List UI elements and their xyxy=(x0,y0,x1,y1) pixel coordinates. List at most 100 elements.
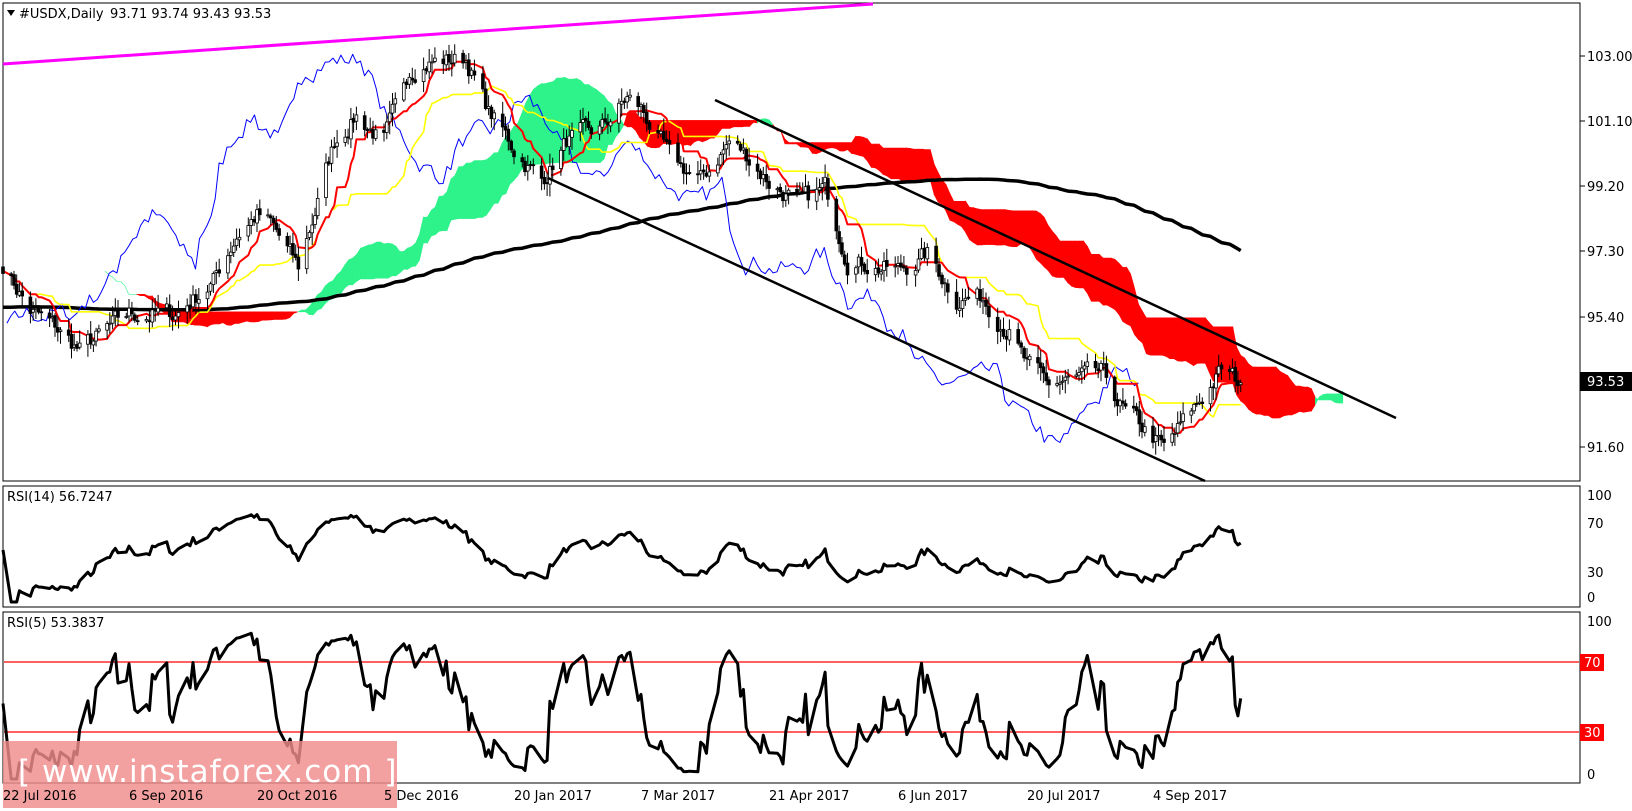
candle xyxy=(293,244,298,261)
candle xyxy=(735,135,740,146)
candle xyxy=(795,182,799,198)
cloud-segment xyxy=(749,120,754,128)
cloud-segment xyxy=(1040,212,1045,268)
candle xyxy=(492,109,496,131)
candle xyxy=(550,157,555,179)
cloud-segment xyxy=(686,120,691,146)
price-tick-label: 101.10 xyxy=(1587,115,1632,130)
candle xyxy=(1151,416,1155,449)
candle xyxy=(684,163,689,185)
candle xyxy=(784,185,788,207)
cloud-segment xyxy=(898,147,904,182)
cloud-segment xyxy=(694,120,699,143)
cloud-segment xyxy=(222,311,228,326)
cloud-segment xyxy=(1279,370,1285,419)
cloud-segment xyxy=(650,120,656,149)
date-label: 6 Jun 2017 xyxy=(898,789,968,804)
cloud-segment xyxy=(1032,210,1037,260)
cloud-segment xyxy=(277,311,283,320)
date-label: 7 Mar 2017 xyxy=(641,789,715,804)
candle xyxy=(266,208,270,219)
candle xyxy=(255,204,259,232)
cloud-segment xyxy=(371,241,377,280)
candle xyxy=(786,188,791,205)
candle xyxy=(472,59,477,81)
candle xyxy=(1134,402,1139,416)
candle xyxy=(427,49,431,79)
cloud-segment xyxy=(360,246,365,280)
cloud-segment xyxy=(1224,326,1230,383)
cloud-segment xyxy=(293,311,299,314)
candle xyxy=(231,238,236,257)
candle xyxy=(237,228,242,248)
candle xyxy=(800,182,805,195)
cloud-segment xyxy=(721,120,727,129)
cloud-segment xyxy=(203,311,208,328)
candle xyxy=(393,92,398,113)
cloud-segment xyxy=(1275,366,1281,419)
cloud-segment xyxy=(839,142,845,152)
candle xyxy=(466,53,471,84)
cloud-segment xyxy=(929,149,935,195)
cloud-segment xyxy=(1075,240,1080,289)
candle xyxy=(1216,354,1221,378)
candle xyxy=(469,67,474,79)
candle xyxy=(390,93,395,127)
cloud-segment xyxy=(1201,317,1206,364)
candle xyxy=(913,264,918,287)
candle xyxy=(384,114,389,140)
candle xyxy=(559,146,563,176)
cloud-segment xyxy=(265,311,271,321)
date-axis: 22 Jul 2016 6 Sep 2016 20 Oct 2016 5 Dec… xyxy=(3,789,1227,804)
cloud-segment xyxy=(352,253,357,286)
cloud-segment xyxy=(717,120,723,135)
candle xyxy=(542,171,547,190)
cloud-segment xyxy=(1334,393,1340,404)
current-price-value: 93.53 xyxy=(1587,375,1624,390)
cloud-segment xyxy=(1000,209,1006,246)
candle xyxy=(69,323,74,359)
candle xyxy=(512,148,516,165)
cloud-segment xyxy=(364,244,369,280)
cloud-segment xyxy=(1256,366,1261,415)
candle xyxy=(721,141,726,165)
cloud-segment xyxy=(136,293,141,297)
cloud-segment xyxy=(313,293,318,316)
candle xyxy=(764,165,768,190)
candle xyxy=(755,153,760,180)
candle xyxy=(20,282,24,307)
cloud-segment xyxy=(1118,262,1124,322)
cloud-segment xyxy=(851,135,856,155)
candle xyxy=(526,155,530,181)
candle xyxy=(960,288,965,318)
cloud-segment xyxy=(230,311,236,326)
cloud-segment xyxy=(1020,210,1025,245)
cloud-segment xyxy=(705,120,711,141)
candle xyxy=(679,155,683,168)
candle xyxy=(1038,350,1043,381)
cloud-segment xyxy=(285,311,291,320)
cloud-segment xyxy=(391,243,397,277)
cloud-segment xyxy=(258,311,263,323)
cloud-segment xyxy=(1024,210,1029,247)
candle xyxy=(1181,402,1185,431)
candle xyxy=(1118,398,1122,413)
resistance-trendline xyxy=(2,2,874,66)
date-label: 5 Dec 2016 xyxy=(384,789,459,804)
cloud-segment xyxy=(261,311,267,321)
collapse-triangle-icon[interactable] xyxy=(7,10,15,16)
candle xyxy=(676,133,680,166)
candle xyxy=(444,50,448,72)
rsi14-tick-label: 70 xyxy=(1587,517,1604,532)
candle xyxy=(97,324,101,334)
candle xyxy=(156,294,160,317)
candle xyxy=(354,106,359,131)
candle xyxy=(362,111,367,137)
candle xyxy=(1159,429,1164,447)
candle xyxy=(433,47,437,64)
cloud-segment xyxy=(1318,393,1324,401)
candle xyxy=(995,307,1000,345)
chikou-span-path xyxy=(6,53,1139,443)
candle xyxy=(268,213,273,226)
cloud-segment xyxy=(709,120,715,139)
